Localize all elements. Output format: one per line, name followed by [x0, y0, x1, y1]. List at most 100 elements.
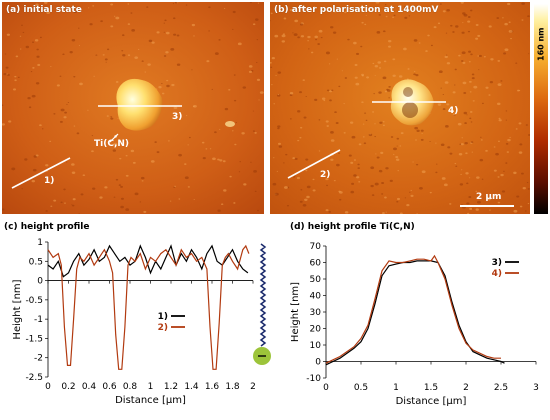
surface-grain [350, 190, 355, 194]
surface-grain [370, 166, 375, 170]
surface-grain [420, 129, 424, 132]
surface-grain [91, 150, 94, 153]
surface-grain [441, 177, 446, 180]
surface-grain [485, 86, 489, 89]
surface-grain [381, 193, 384, 195]
surface-grain [396, 200, 399, 203]
surface-grain [357, 167, 361, 170]
legend-label: 4) [492, 269, 502, 279]
surface-grain [508, 29, 513, 33]
surface-grain [510, 38, 512, 40]
surface-grain [272, 182, 277, 186]
surface-grain [488, 94, 491, 96]
surface-grain [469, 9, 473, 12]
surface-grain [303, 116, 307, 119]
panel-b-label: (b) after polarisation at 1400mV [274, 5, 439, 15]
surface-grain [505, 119, 508, 121]
surface-grain [392, 58, 396, 61]
surface-grain [79, 82, 83, 86]
surface-grain [347, 38, 350, 41]
surface-grain [465, 152, 468, 155]
surface-grain [351, 182, 355, 185]
surface-grain [361, 101, 364, 104]
surface-grain [384, 90, 388, 93]
surface-grain [223, 8, 226, 10]
surface-grain [516, 89, 520, 92]
surface-grain [476, 200, 481, 204]
surface-grain [475, 23, 479, 26]
surface-grain [35, 82, 40, 85]
surface-grain [219, 128, 221, 130]
surface-grain [302, 5, 305, 7]
surface-grain [281, 34, 286, 38]
surface-grain [506, 151, 510, 153]
surface-grain [419, 186, 423, 190]
surface-grain [120, 205, 124, 209]
surface-grain [208, 6, 211, 9]
surface-grain [300, 35, 305, 38]
surface-grain [429, 140, 431, 142]
series-line-2 [47, 244, 250, 370]
surface-grain [425, 50, 428, 52]
surface-grain [254, 190, 257, 193]
surface-grain [144, 71, 147, 73]
surface-grain [519, 143, 523, 146]
surface-grain [172, 17, 176, 20]
y-tick-label: -0.5 [25, 296, 43, 306]
surface-grain [308, 48, 310, 50]
surface-grain [498, 119, 502, 122]
legend-label: 2) [158, 323, 168, 333]
surface-grain [130, 12, 133, 14]
surface-grain [141, 60, 144, 62]
surface-grain [158, 86, 162, 89]
series-line-3 [325, 260, 505, 366]
surface-grain [35, 3, 39, 6]
surface-grain [92, 187, 96, 190]
surface-grain [21, 188, 23, 190]
y-tick-label: -1.5 [25, 334, 43, 344]
surface-grain [400, 132, 404, 135]
x-tick-label: 1.6 [205, 382, 220, 392]
surface-grain [185, 115, 188, 117]
surface-grain [508, 21, 511, 23]
surface-grain [2, 208, 5, 211]
surface-grain [69, 51, 73, 54]
surface-grain [468, 177, 471, 179]
surface-grain [397, 170, 400, 172]
surface-grain [383, 60, 387, 63]
afm-image-b-svg [270, 2, 530, 214]
x-tick-label: 1.8 [225, 382, 240, 392]
surface-grain [292, 32, 294, 34]
surface-grain [201, 141, 205, 144]
surface-grain [63, 116, 67, 119]
surface-grain [87, 7, 90, 9]
surface-grain [526, 182, 529, 184]
x-tick-label: 1 [393, 383, 399, 393]
surface-grain [302, 79, 305, 81]
surface-grain [358, 181, 361, 183]
chart-c-title: (c) height profile [4, 222, 90, 232]
surface-grain [466, 182, 469, 185]
surface-grain [252, 110, 255, 112]
chart-c-height-profile: -2.5 -2 -1.5 -1 -0.5 0 0.5 1 0 0.2 0.4 0.6 0.8 1 1.2 1.… [12, 238, 271, 406]
surface-grain [438, 70, 443, 74]
surface-grain [39, 36, 42, 39]
surface-grain [156, 151, 160, 154]
surface-grain [360, 45, 363, 48]
x-tick-label: 0.6 [102, 382, 117, 392]
surface-grain [277, 71, 282, 74]
surface-grain [528, 53, 530, 55]
surface-grain [106, 115, 109, 117]
x-tick-label: 0.4 [82, 382, 97, 392]
surface-grain [21, 24, 23, 26]
surface-grain [171, 83, 175, 87]
surface-grain [49, 140, 52, 143]
surface-grain [344, 77, 348, 79]
surface-grain [467, 20, 471, 23]
surface-grain [442, 93, 445, 95]
surface-grain [73, 10, 77, 14]
surface-grain [271, 56, 275, 60]
surface-grain [258, 99, 260, 101]
surface-grain [455, 165, 458, 167]
y-tick-label: 30 [310, 308, 322, 318]
